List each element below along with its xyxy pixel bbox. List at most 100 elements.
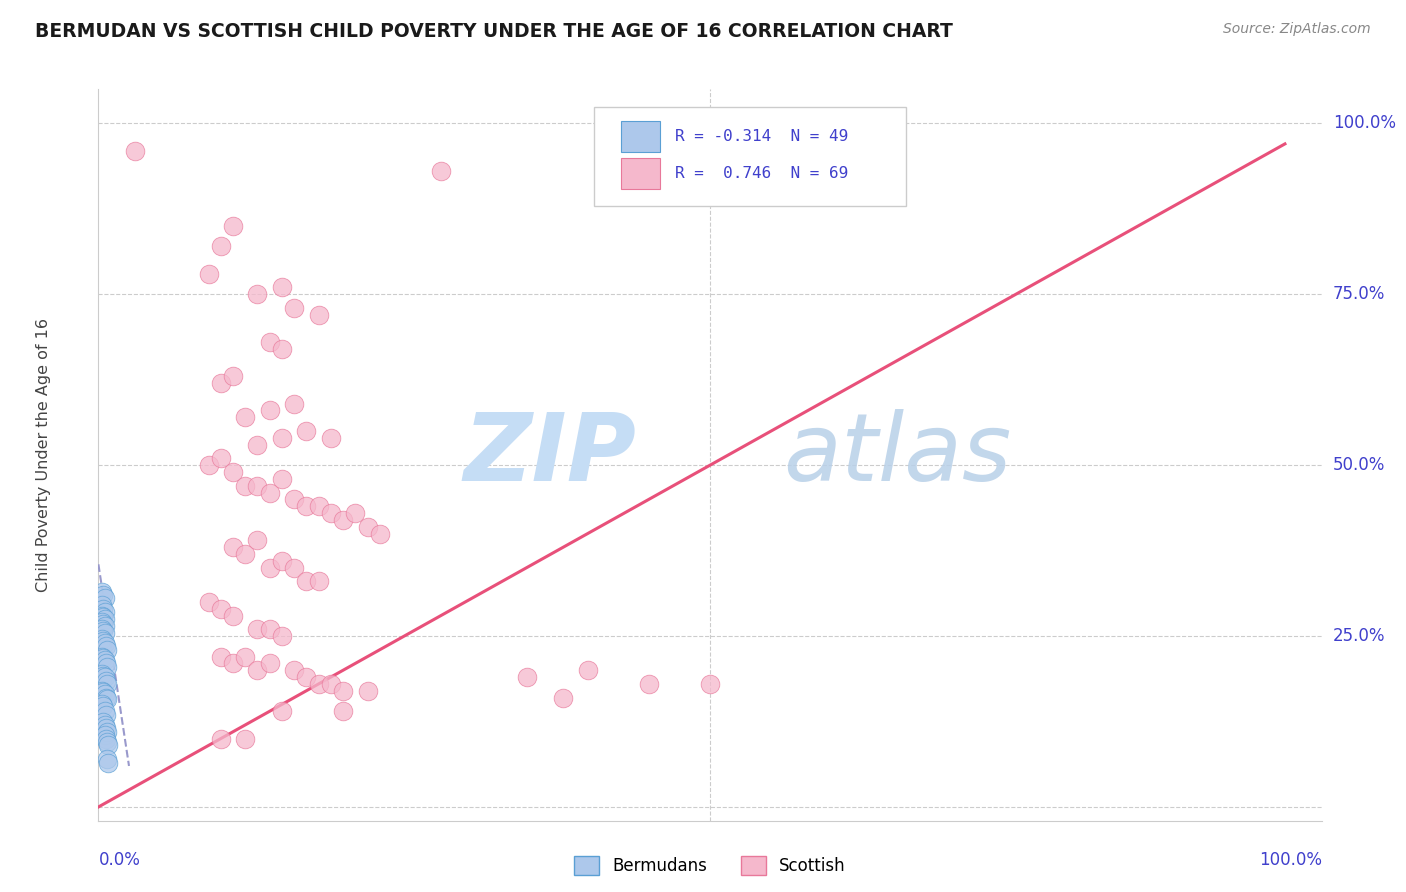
Text: 0.0%: 0.0%	[98, 851, 141, 869]
Point	[209, 601, 232, 615]
Point	[222, 657, 245, 671]
Point	[91, 632, 114, 647]
Point	[259, 560, 281, 574]
Point	[91, 698, 114, 712]
Point	[233, 478, 256, 492]
Text: BERMUDAN VS SCOTTISH CHILD POVERTY UNDER THE AGE OF 16 CORRELATION CHART: BERMUDAN VS SCOTTISH CHILD POVERTY UNDER…	[35, 22, 953, 41]
Point	[283, 301, 305, 315]
Text: atlas: atlas	[783, 409, 1012, 500]
Point	[332, 704, 354, 718]
Point	[553, 690, 575, 705]
Point	[222, 369, 245, 384]
Point	[209, 649, 232, 664]
Point	[222, 608, 245, 623]
Point	[308, 499, 330, 513]
Point	[96, 724, 118, 739]
Point	[91, 601, 114, 615]
Point	[93, 605, 115, 619]
Point	[270, 472, 294, 486]
Point	[94, 640, 117, 654]
Point	[96, 677, 118, 691]
Point	[319, 506, 342, 520]
Point	[332, 513, 354, 527]
Text: 25.0%: 25.0%	[1333, 627, 1385, 645]
Point	[91, 669, 114, 683]
Point	[283, 560, 305, 574]
Point	[96, 752, 118, 766]
Text: 100.0%: 100.0%	[1333, 114, 1396, 132]
Point	[97, 756, 120, 770]
FancyBboxPatch shape	[620, 121, 659, 153]
Point	[233, 410, 256, 425]
Point	[246, 663, 269, 677]
Point	[91, 624, 114, 638]
Text: Child Poverty Under the Age of 16: Child Poverty Under the Age of 16	[37, 318, 51, 592]
Point	[94, 731, 117, 746]
Point	[270, 280, 294, 294]
Point	[93, 728, 115, 742]
Point	[93, 612, 115, 626]
Point	[93, 670, 115, 684]
Point	[637, 677, 661, 691]
Point	[699, 677, 721, 691]
Point	[283, 397, 305, 411]
Point	[93, 619, 115, 633]
Point	[319, 677, 342, 691]
Point	[209, 731, 232, 746]
Point	[197, 267, 219, 281]
Point	[93, 653, 115, 667]
Point	[222, 465, 245, 479]
Point	[124, 144, 146, 158]
Point	[246, 478, 269, 492]
Text: ZIP: ZIP	[464, 409, 637, 501]
FancyBboxPatch shape	[593, 108, 905, 206]
Point	[246, 438, 269, 452]
Point	[344, 506, 367, 520]
Point	[259, 622, 281, 636]
Point	[270, 704, 294, 718]
Point	[233, 731, 256, 746]
Point	[91, 633, 114, 648]
Point	[295, 574, 318, 589]
Legend: Bermudans, Scottish: Bermudans, Scottish	[568, 849, 852, 882]
Point	[96, 660, 118, 674]
Point	[283, 492, 305, 507]
Point	[515, 670, 537, 684]
Point	[93, 687, 115, 701]
Point	[91, 584, 114, 599]
Point	[295, 424, 318, 438]
Point	[209, 239, 232, 253]
Point	[94, 690, 117, 705]
Text: Source: ZipAtlas.com: Source: ZipAtlas.com	[1223, 22, 1371, 37]
Point	[91, 651, 114, 665]
Point	[93, 636, 115, 650]
Point	[94, 722, 117, 736]
Point	[93, 591, 115, 606]
Point	[91, 588, 114, 602]
Text: 50.0%: 50.0%	[1333, 456, 1385, 475]
Point	[97, 739, 120, 753]
Point	[91, 683, 114, 698]
Point	[576, 663, 599, 677]
Text: R = -0.314  N = 49: R = -0.314 N = 49	[675, 129, 848, 145]
Point	[319, 431, 342, 445]
Point	[233, 547, 256, 561]
Point	[308, 574, 330, 589]
Point	[91, 714, 114, 729]
Text: 75.0%: 75.0%	[1333, 285, 1385, 303]
Point	[246, 287, 269, 301]
Point	[91, 615, 114, 630]
FancyBboxPatch shape	[620, 158, 659, 189]
Point	[91, 616, 114, 631]
Point	[197, 595, 219, 609]
Point	[332, 683, 354, 698]
Point	[91, 685, 114, 699]
Point	[295, 499, 318, 513]
Point	[270, 554, 294, 568]
Point	[222, 540, 245, 554]
Point	[96, 735, 118, 749]
Point	[259, 657, 281, 671]
Point	[93, 718, 115, 732]
Point	[91, 649, 114, 664]
Point	[270, 342, 294, 356]
